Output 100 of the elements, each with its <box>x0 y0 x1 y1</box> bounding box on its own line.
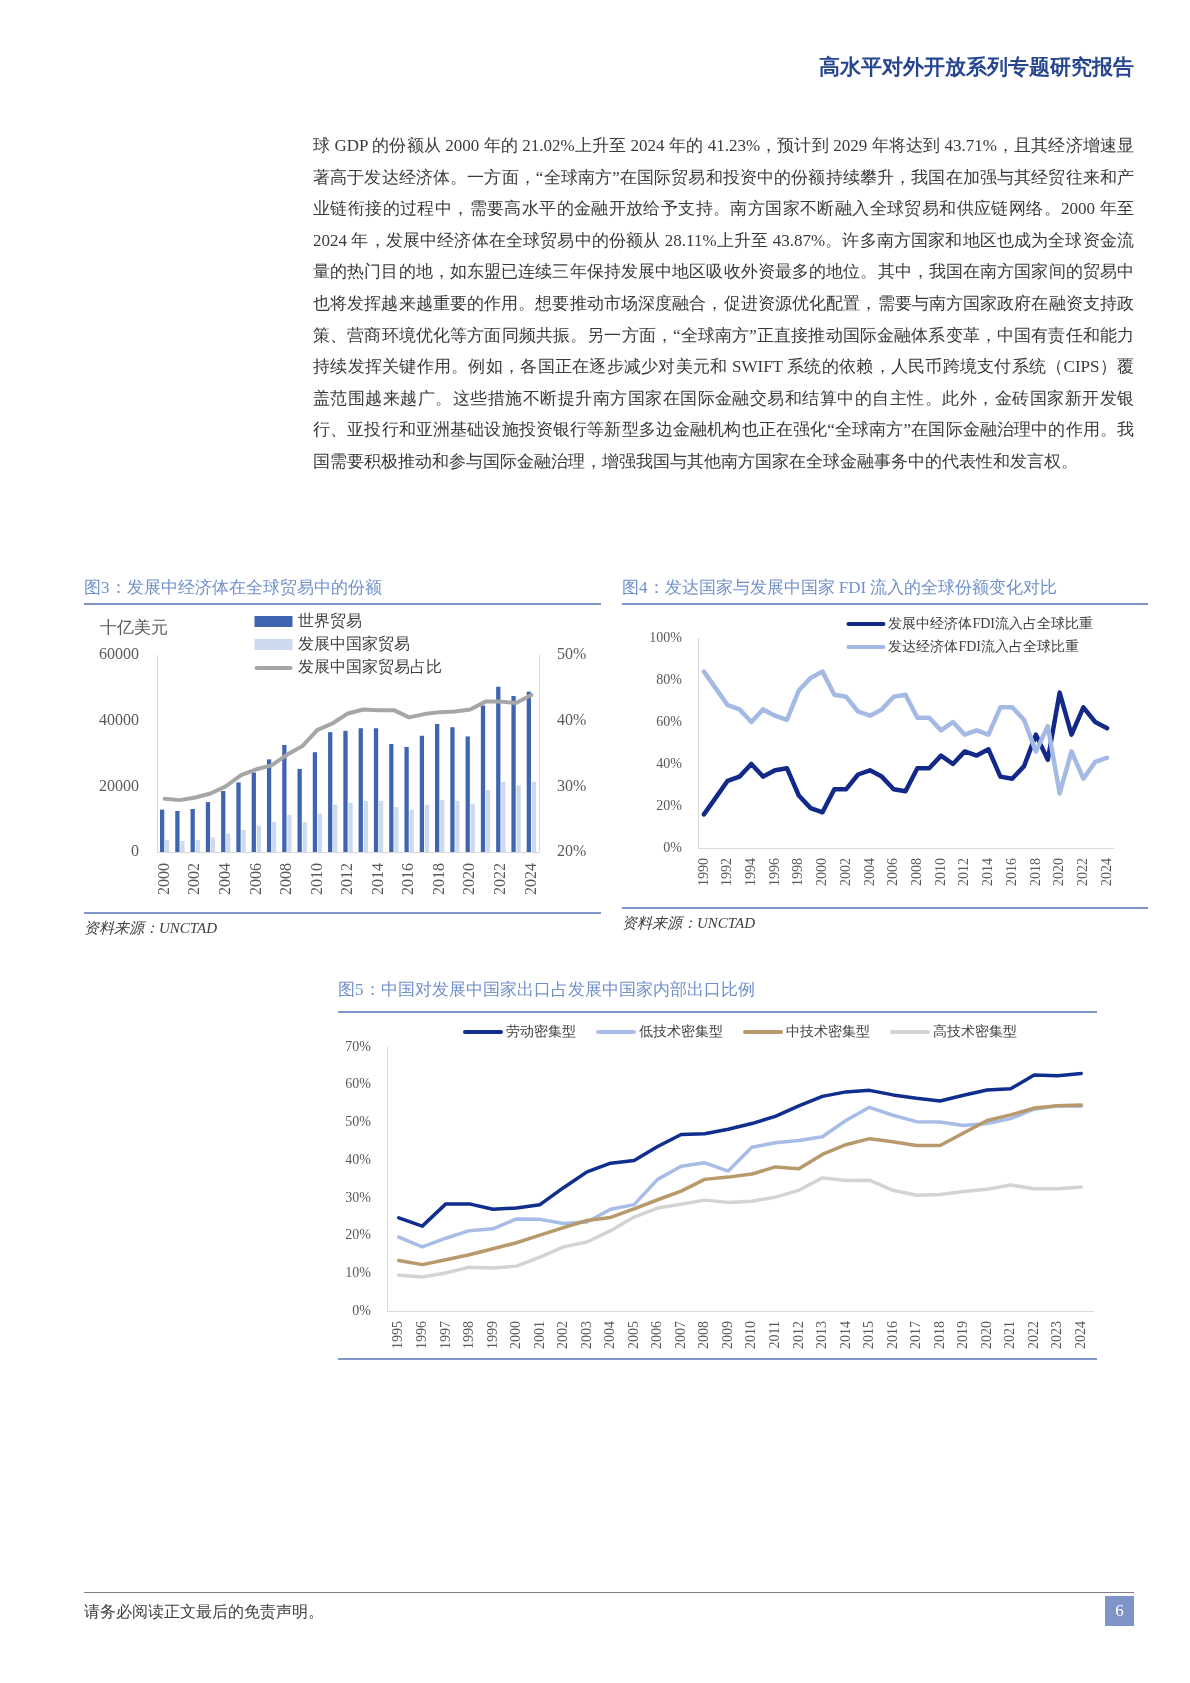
x-tick-label: 2006 <box>885 858 901 886</box>
y-tick-label: 70% <box>345 1038 372 1054</box>
y-tick-label: 0% <box>663 839 683 855</box>
legend-label: 发展中国家贸易 <box>297 635 410 653</box>
y-tick-label: 20% <box>345 1227 372 1243</box>
bar <box>470 803 475 852</box>
x-tick-label: 2004 <box>215 863 233 895</box>
legend-label: 中技术密集型 <box>786 1023 870 1039</box>
bar <box>358 728 363 852</box>
x-tick-label: 2000 <box>154 863 172 895</box>
x-tick-label: 2000 <box>814 858 830 886</box>
x-tick-label: 2020 <box>978 1321 994 1349</box>
text: 资料来源：UNCTAD <box>84 919 218 938</box>
x-tick-label: 2010 <box>743 1321 759 1349</box>
y-axis-title: 十亿美元 <box>100 618 168 638</box>
y-tick-label: 40% <box>345 1151 372 1167</box>
bar <box>226 833 231 852</box>
x-tick-label: 1994 <box>743 858 759 886</box>
bar <box>210 837 216 852</box>
bar <box>317 813 323 852</box>
x-tick-label: 2016 <box>884 1321 900 1349</box>
x-tick-label: 2020 <box>1051 858 1067 886</box>
bar <box>159 809 165 852</box>
y-tick-label: 20% <box>656 797 683 813</box>
y-tick-label: 50% <box>345 1114 372 1130</box>
bar <box>348 802 353 852</box>
bar <box>440 799 445 852</box>
bar <box>271 821 277 852</box>
bar <box>205 802 211 852</box>
bar <box>165 839 170 852</box>
x-tick-label: 2009 <box>719 1321 735 1349</box>
bar <box>511 696 516 852</box>
x-tick-label: 2024 <box>521 863 539 895</box>
text: 球 GDP 的份额从 2000 年的 21.02%上升至 2024 年的 41.23%，预计到 2029 年将达到 43.71%，且其经济增速显著高于发达经济体。一方面，“全球南方”在国际贸易和投资中的份额持续攀升，我国在加强与其经贸往来和产业链衔接的过程中，需要高水平的金融开放给予支持。南方国家不断融入全球贸易和供应链网络。2000 年至 2024 年，发展中经济体在全球贸易中的份额从 28.11%上升至 43.87%。许多南方国家和地区也成为全球资金流量的热门目的地，如东盟已连续三年保持发展中地区吸收外资最多的地位。其中，我国在南方国家间的贸易中也将发挥越来越重要的作用。想要推动市场深度融合，促进资源优化配置，需要与南方国家政府在融资支持政策、营商环境优化等方面同频共振。另一方面，“全球南方”正直接推动国际金融体系变革，中国有责任和能力持续发挥关键作用。例如，各国正在逐步减少对美元和 SWIFT 系统的依赖，人民币跨境支付系统（CIPS）覆盖范围越来越广。这些措施不断提升南方国家在国际金融交易和结算中的自主性。此外，金砖国家新开发银行、亚投行和亚洲基础设施投资银行等新型多边金融机构也正在强化“全球南方”在国际金融治理中的作用。我国需要积极推动和参与国际金融治理，增强我国与其他南方国家在全球金融事务中的代表性和发言权。 <box>313 136 1134 471</box>
bar <box>175 810 180 852</box>
bar <box>455 800 460 852</box>
y-tick-label: 30% <box>345 1189 372 1205</box>
bar <box>251 772 256 852</box>
bar <box>389 743 394 852</box>
chart-title: 图3：发展中经济体在全球贸易中的份额 <box>84 578 382 598</box>
legend-label: 低技术密集型 <box>639 1023 723 1039</box>
x-tick-label: 2022 <box>1025 1321 1041 1349</box>
x-tick-label: 2002 <box>555 1321 571 1349</box>
x-tick-label: 2014 <box>368 863 386 895</box>
bar <box>312 752 318 852</box>
x-tick-label: 2006 <box>649 1321 665 1349</box>
x-tick-label: 1992 <box>719 858 735 886</box>
x-tick-label: 2012 <box>338 863 356 895</box>
x-tick-label: 2016 <box>1003 858 1019 886</box>
bar <box>373 728 379 852</box>
bar <box>363 800 368 852</box>
x-tick-label: 2001 <box>531 1321 547 1349</box>
x-tick-label: 1997 <box>437 1321 453 1349</box>
x-tick-label: 2002 <box>837 858 853 886</box>
x-tick-label: 2019 <box>955 1321 971 1349</box>
legend-label: 劳动密集型 <box>506 1023 576 1039</box>
y-tick-label: 10% <box>345 1264 372 1280</box>
x-tick-label: 2018 <box>429 863 447 895</box>
x-tick-label: 2004 <box>602 1321 618 1349</box>
bar <box>343 730 348 852</box>
text: 6 <box>1115 1600 1124 1622</box>
bar <box>501 781 506 852</box>
bar <box>256 825 261 852</box>
bar <box>241 830 246 852</box>
x-tick-label: 1999 <box>484 1321 500 1349</box>
bar <box>409 809 414 852</box>
bar <box>190 808 195 852</box>
x-tick-label: 2008 <box>909 858 925 886</box>
bar <box>516 785 521 852</box>
bar <box>282 744 287 852</box>
x-tick-label: 1996 <box>413 1321 429 1349</box>
chart-title: 图4：发达国家与发展中国家 FDI 流入的全球份额变化对比 <box>622 578 1058 598</box>
x-tick-label: 2018 <box>1027 858 1043 886</box>
x-tick-label: 2008 <box>277 863 295 895</box>
legend-label: 世界贸易 <box>297 612 362 630</box>
y-tick-label: 60% <box>345 1076 372 1092</box>
x-tick-label: 2010 <box>932 858 948 886</box>
x-tick-label: 2015 <box>861 1321 877 1349</box>
x-tick-label: 2024 <box>1098 858 1114 886</box>
bar <box>526 691 531 852</box>
x-tick-label: 2010 <box>307 863 325 895</box>
x-tick-label: 2017 <box>908 1321 924 1349</box>
y-tick-label: 40% <box>656 755 683 771</box>
x-tick-label: 2012 <box>790 1321 806 1349</box>
legend-label: 发展中国家贸易占比 <box>297 658 442 676</box>
x-tick-label: 1995 <box>390 1321 406 1349</box>
y2-tick-label: 30% <box>557 776 587 794</box>
bar <box>496 686 501 852</box>
y-tick-label: 100% <box>649 629 683 645</box>
bar <box>404 746 409 852</box>
bar <box>328 732 333 852</box>
y-tick-label: 80% <box>656 671 683 687</box>
y-tick-label: 0 <box>131 842 139 860</box>
bar <box>465 736 470 852</box>
text: 高水平对外开放系列专题研究报告 <box>819 54 1134 80</box>
bar <box>297 768 302 852</box>
y-tick-label: 0% <box>352 1302 372 1318</box>
x-tick-label: 1990 <box>695 858 711 886</box>
bar <box>485 789 491 852</box>
x-tick-label: 2021 <box>1002 1321 1018 1349</box>
